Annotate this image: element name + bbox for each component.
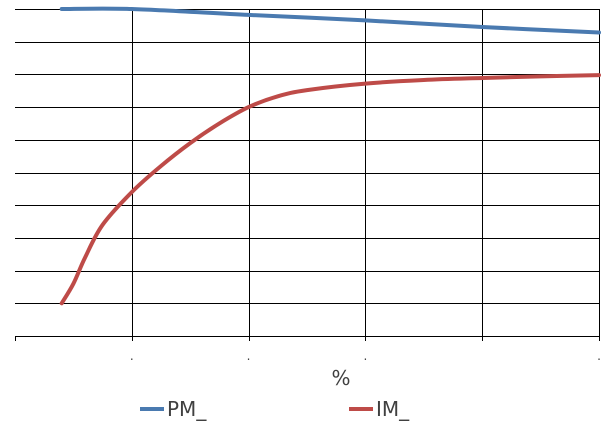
gridlines bbox=[15, 9, 600, 337]
x-tick-labels: .... bbox=[130, 349, 601, 363]
legend-label-pm: PM_ bbox=[167, 397, 207, 421]
series-lines bbox=[59, 6, 601, 306]
x-tick-label-1: . bbox=[130, 349, 134, 363]
series-line-im bbox=[59, 73, 601, 306]
legend-label-im: IM_ bbox=[376, 397, 410, 421]
x-tick-marks bbox=[15, 336, 600, 341]
legend: PM_ IM_ bbox=[140, 397, 410, 421]
x-tick-label-2: . bbox=[247, 349, 251, 363]
x-tick-label-5: . bbox=[597, 349, 601, 363]
series-line-pm bbox=[59, 6, 601, 35]
x-tick-label-3: . bbox=[363, 349, 367, 363]
x-axis-label: % bbox=[331, 366, 350, 390]
